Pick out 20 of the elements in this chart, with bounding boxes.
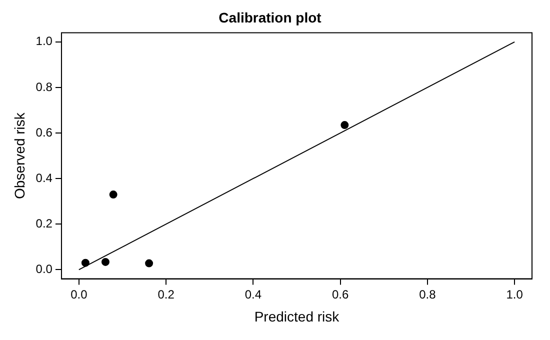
x-tick-label: 0.2 — [158, 287, 175, 302]
y-axis-title: Observed risk — [11, 112, 28, 199]
point — [145, 259, 154, 268]
y-tick-label: 0.4 — [36, 170, 53, 185]
x-tick-label: 0.6 — [332, 287, 349, 302]
y-tick-label: 0.0 — [36, 262, 53, 276]
x-tick-label: 0.0 — [70, 287, 88, 302]
x-tick-label: 0.8 — [419, 287, 436, 302]
x-tick-label: 1.0 — [506, 287, 524, 302]
x-tick-label: 0.4 — [244, 287, 262, 302]
chart-title: Calibration plot — [218, 9, 322, 26]
point — [109, 190, 118, 199]
y-tick-label: 0.6 — [36, 125, 53, 140]
y-tick-label: 0.8 — [36, 80, 53, 94]
point — [340, 121, 349, 130]
point — [101, 258, 110, 266]
point — [81, 258, 90, 267]
y-tick-label: 0.2 — [36, 216, 53, 230]
y-tick-label: 1.0 — [36, 34, 53, 48]
x-axis-title: Predicted risk — [254, 308, 340, 324]
